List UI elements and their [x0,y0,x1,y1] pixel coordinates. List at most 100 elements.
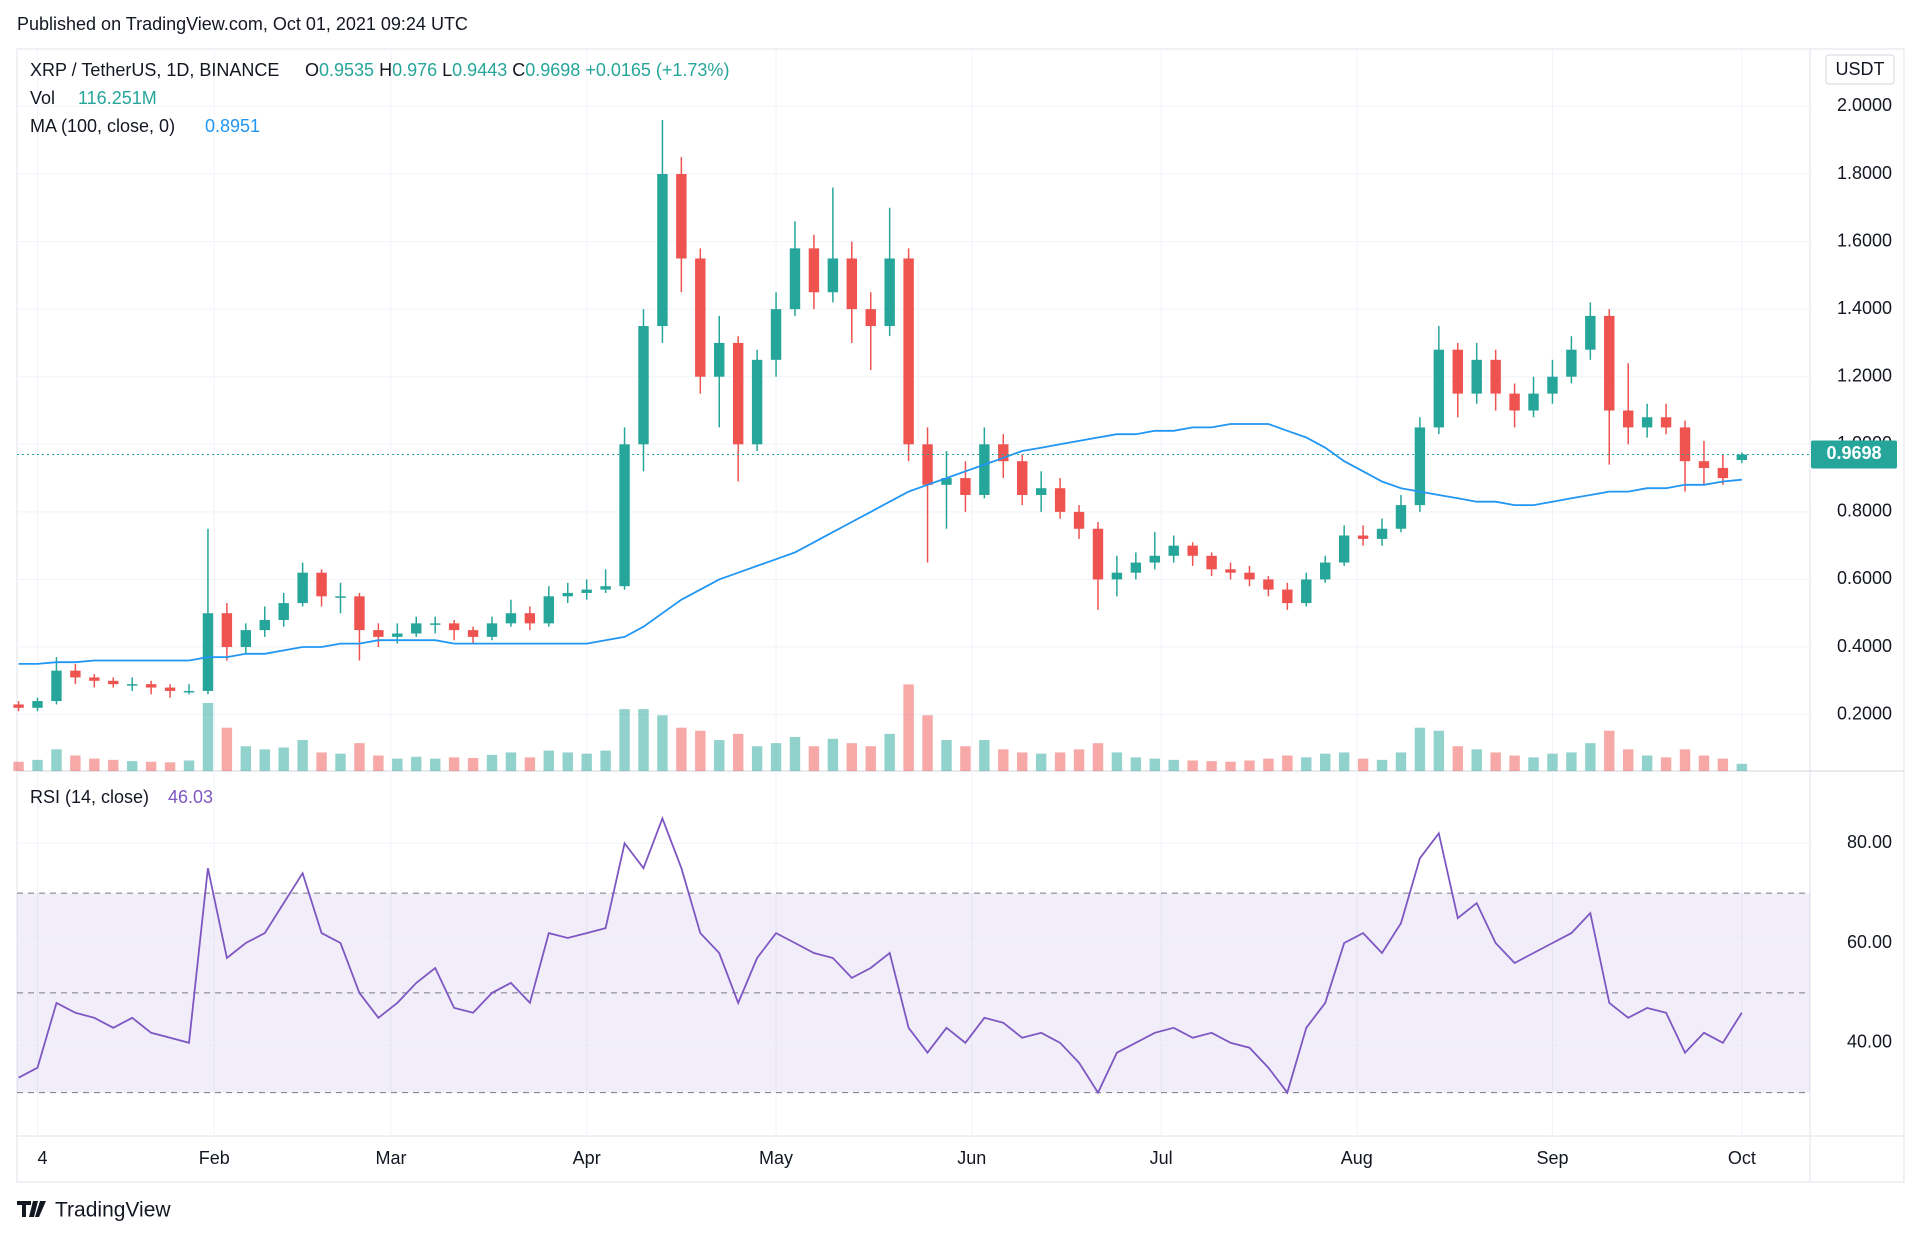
volume-bar [1338,752,1350,771]
candle-body [221,613,233,648]
volume-bar [1320,753,1331,771]
ma-label: MA (100, close, 0) [30,116,175,136]
volume-bar [221,727,233,771]
currency-button[interactable] [1825,54,1895,85]
volume-bar [808,746,820,771]
candle-body [1395,505,1407,529]
candle-body [714,342,725,377]
rsi-value: 46.03 [168,787,213,807]
candle-body [1509,393,1520,411]
last-price-tag [1811,440,1897,469]
x-tick-label: Mar [376,1148,407,1168]
volume-bar [1641,755,1653,771]
candle-body [259,619,270,631]
candle-body [13,704,24,708]
y-tick-label: 60.00 [1847,932,1892,952]
volume-bar [941,740,952,771]
candle-body [1622,410,1634,428]
published-note: Published on TradingView.com, Oct 01, 20… [17,14,468,34]
candle-body [278,603,289,620]
candle-body [960,478,971,495]
y-tick-label: 0.6000 [1837,568,1892,588]
volume-bar [13,761,24,771]
volume-bar [695,730,706,771]
volume-bar [51,749,62,771]
candle-body [429,623,441,625]
volume-bar [524,757,536,771]
volume-bar [448,757,460,771]
candle-body [392,633,403,637]
volume-bar [126,761,138,771]
volume-bar [789,736,801,771]
change: +0.0165 (+1.73%) [585,60,729,80]
candle-body [183,690,195,693]
candle-body [732,342,744,445]
volume-bar [1187,760,1198,771]
volume-bar [827,738,839,771]
candle-body [1566,349,1577,377]
volume-bar [600,750,611,771]
volume-bar [278,747,289,771]
x-tick-label: Feb [199,1148,230,1168]
volume-bar [1225,761,1236,771]
volume-bar [145,761,157,771]
volume-bar [884,733,895,771]
candle-body [51,670,62,702]
candle-body [1187,545,1198,556]
currency-label[interactable]: USDT [1836,59,1885,79]
candle-body [1736,454,1748,461]
candle-body [1679,427,1691,462]
ohlc-value: 0.9535 [319,60,374,80]
candle-body [1698,461,1710,468]
candle-body [751,359,763,445]
ma-line [18,423,1742,665]
y-tick-label: 40.00 [1847,1032,1892,1052]
candle-body [941,478,952,485]
candle-body [1130,562,1142,573]
volume-bar [979,740,990,771]
volume-bar [1679,749,1691,771]
candle-body [1433,349,1445,428]
candle-body [1585,315,1596,350]
candle-body [998,444,1009,462]
candle-body [1717,467,1729,479]
volume-bar [392,758,403,771]
last-price-label: 0.9698 [1826,443,1881,463]
volume-bar [1622,749,1634,771]
candle-body [1471,359,1482,394]
candle-body [373,630,384,637]
candle-body [979,444,990,495]
volume-bar [373,755,384,771]
volume-bar [846,743,858,771]
ohlc-value: 0.9443 [452,60,507,80]
volume-bar [751,746,763,771]
candle-body [145,684,157,688]
rsi-label: RSI (14, close) [30,787,149,807]
volume-bar [998,749,1009,771]
x-tick-label: Jun [957,1148,986,1168]
volume-bar [1017,752,1028,771]
candle-body [411,623,422,634]
candle-body [1111,572,1123,580]
candle-body [1528,393,1539,411]
volume-bar [1168,759,1179,771]
volume-bar [297,740,308,771]
volume-bar [1490,752,1501,771]
candle-body [1035,488,1047,495]
candle-body [846,258,858,310]
candle-body [657,174,668,327]
volume-bar [183,760,195,771]
candle-body [1414,427,1426,506]
volume-bar [1092,743,1104,771]
ohlc-letter: L [442,60,452,80]
candle-body [240,630,252,648]
candle-body [1660,417,1672,428]
ohlc-letter: H [379,60,392,80]
ohlc-legend: O0.9535 H0.976 L0.9443 C0.9698 +0.0165 (… [305,60,729,80]
volume-bar [316,752,327,771]
candle-body [884,258,895,327]
plot [13,119,1810,1095]
volume-bar [1149,758,1160,771]
candle-body [827,258,839,293]
